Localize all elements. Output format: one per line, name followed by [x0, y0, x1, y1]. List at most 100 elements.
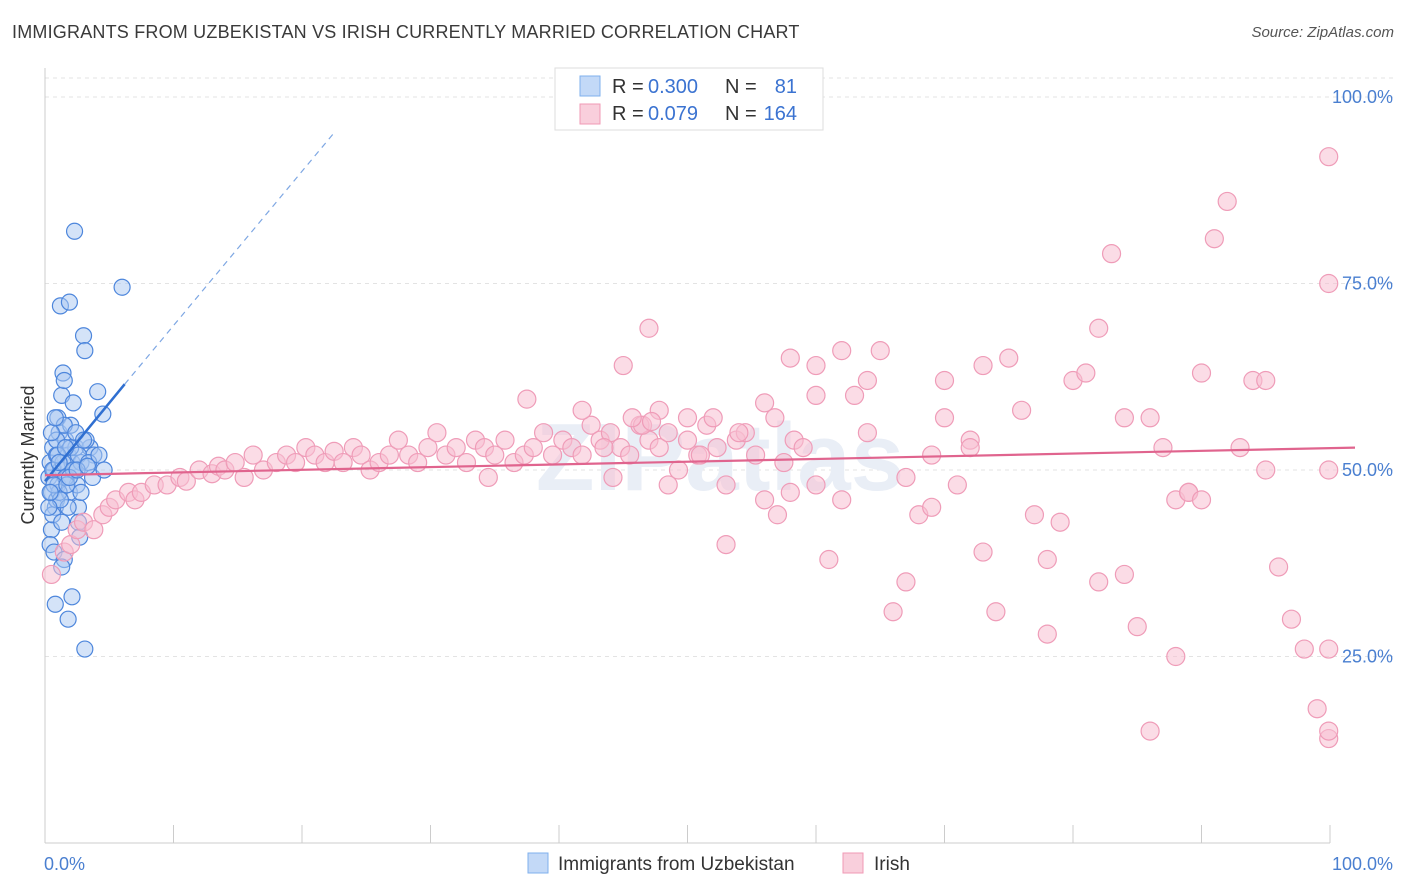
uzbekistan-point [78, 457, 97, 475]
y-tick-label: 25.0% [1342, 647, 1393, 667]
uzbekistan-point [59, 610, 77, 628]
correlation-legend: R = 0.300 N = 81 R = 0.079 N = 164 [554, 67, 824, 131]
uzbekistan-point [76, 640, 94, 658]
legend-r-value: 0.079 [648, 103, 698, 125]
chart-title: IMMIGRANTS FROM UZBEKISTAN VS IRISH CURR… [12, 22, 800, 42]
irish-point [973, 542, 993, 562]
irish-point [517, 389, 537, 409]
series-uzbekistan-points [40, 222, 131, 658]
irish-point [1037, 549, 1057, 570]
irish-point [819, 549, 839, 570]
irish-point [832, 341, 852, 361]
irish-point [793, 438, 813, 458]
irish-point [1319, 147, 1339, 167]
irish-point [622, 408, 642, 428]
irish-point [427, 423, 447, 443]
irish-point [716, 475, 736, 495]
irish-point [581, 415, 601, 435]
y-tick-label: 100.0% [1332, 87, 1393, 107]
x-tick-label: 100.0% [1332, 854, 1393, 874]
irish-point [883, 602, 903, 622]
irish-point [690, 445, 710, 465]
irish-point [1114, 564, 1135, 585]
irish-point [934, 408, 955, 428]
bottom-legend-swatch-uzbekistan [527, 852, 549, 874]
irish-point [754, 490, 775, 510]
y-tick-label: 50.0% [1342, 460, 1393, 480]
uzbekistan-point [46, 595, 64, 613]
uzbekistan-point [40, 498, 58, 516]
uzbekistan-point [65, 222, 84, 240]
irish-point [1140, 408, 1160, 428]
uzbekistan-point [74, 327, 93, 345]
bottom-legend-label-uzbekistan: Immigrants from Uzbekistan [558, 854, 795, 875]
irish-point [947, 475, 967, 495]
irish-point [613, 355, 633, 376]
irish-point [456, 452, 477, 473]
irish-point [1037, 624, 1057, 644]
y-tick-labels: 25.0% 50.0% 75.0% 100.0% [1332, 87, 1393, 667]
irish-point [1217, 191, 1237, 212]
legend-swatch-uzbekistan [579, 75, 601, 97]
irish-point [677, 408, 698, 428]
axes [44, 68, 1331, 844]
irish-point [1307, 699, 1327, 719]
irish-point [870, 341, 890, 361]
uzbekistan-point [74, 431, 93, 449]
source-label: Source: ZipAtlas.com [1251, 24, 1394, 41]
irish-point [780, 482, 800, 502]
irish-point [523, 438, 543, 458]
irish-point [594, 438, 614, 458]
irish-point [1319, 460, 1339, 480]
irish-point [478, 467, 498, 488]
irish-point [1319, 639, 1339, 659]
irish-point [1191, 490, 1212, 510]
irish-point [379, 445, 399, 465]
irish-point [285, 452, 306, 473]
irish-point [485, 445, 505, 465]
irish-point [1256, 370, 1276, 391]
irish-point [729, 423, 749, 443]
irish-point [922, 497, 942, 517]
irish-point [641, 411, 662, 432]
irish-point [639, 318, 659, 338]
irish-point [986, 602, 1006, 622]
irish-point [1319, 273, 1339, 294]
irish-trend-line [44, 446, 1356, 477]
irish-point [572, 445, 592, 465]
uzbekistan-point [55, 371, 73, 390]
irish-point [716, 534, 736, 555]
irish-point [533, 423, 554, 443]
irish-point [767, 505, 788, 525]
irish-point [1011, 400, 1032, 420]
irish-point [1101, 244, 1122, 264]
legend-n-value: 81 [775, 76, 797, 98]
uzbekistan-point [60, 293, 79, 311]
irish-point [649, 438, 669, 458]
irish-point [1024, 505, 1045, 525]
irish-point [1127, 617, 1147, 637]
irish-point [1140, 721, 1160, 741]
irish-point [572, 400, 592, 420]
irish-point [896, 572, 916, 592]
uzbekistan-point [46, 409, 64, 427]
irish-point [1114, 408, 1135, 428]
irish-point [388, 430, 408, 450]
irish-point [973, 355, 993, 376]
irish-point [806, 355, 826, 376]
legend-r-label: R = [612, 76, 644, 98]
irish-point [1319, 721, 1339, 741]
uzbekistan-point [76, 342, 94, 360]
uzbekistan-point [42, 424, 61, 442]
irish-point [832, 490, 852, 510]
irish-point [934, 370, 955, 391]
irish-point [1268, 557, 1289, 577]
uzbekistan-point [94, 405, 112, 423]
irish-point [1256, 460, 1276, 480]
irish-point [333, 452, 353, 473]
uzbekistan-point [90, 446, 108, 464]
irish-point [234, 467, 254, 488]
legend-swatch-irish [579, 103, 601, 125]
y-tick-label: 75.0% [1342, 274, 1393, 294]
